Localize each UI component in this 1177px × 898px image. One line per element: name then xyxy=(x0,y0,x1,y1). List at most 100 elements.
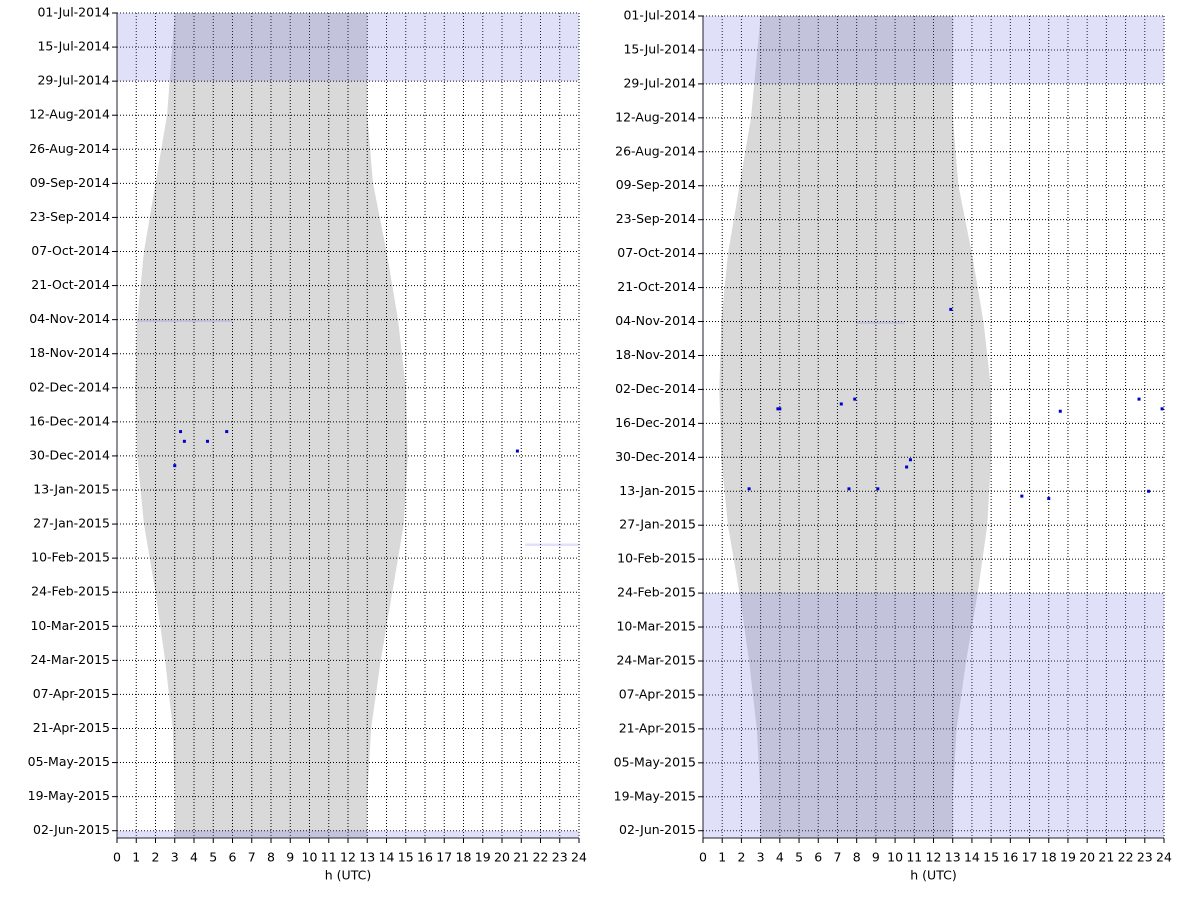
x-tick-label: 8 xyxy=(267,850,275,865)
point xyxy=(515,449,519,453)
x-tick-label: 20 xyxy=(494,850,510,865)
y-tick-label: 21-Oct-2014 xyxy=(31,277,110,292)
y-tick-label: 13-Jan-2015 xyxy=(33,481,110,496)
y-tick-label: 19-May-2015 xyxy=(614,788,696,803)
y-tick-label: 10-Feb-2015 xyxy=(31,550,110,565)
x-tick-label: 9 xyxy=(872,850,880,865)
x-tick-label: 11 xyxy=(321,850,337,865)
y-tick-label: 23-Sep-2014 xyxy=(616,211,696,226)
y-tick-label: 19-May-2015 xyxy=(28,788,110,803)
y-tick-label: 24-Feb-2015 xyxy=(31,584,110,599)
y-tick-label: 15-Jul-2014 xyxy=(623,41,696,56)
x-tick-label: 23 xyxy=(552,850,568,865)
y-tick-label: 23-Sep-2014 xyxy=(30,209,110,224)
highlight-span xyxy=(703,16,1164,84)
x-tick-label: 15 xyxy=(398,850,414,865)
y-tick-label: 26-Aug-2014 xyxy=(615,143,696,158)
x-tick-label: 24 xyxy=(1156,850,1172,865)
y-tick-label: 07-Apr-2015 xyxy=(619,686,696,701)
highlight-span xyxy=(856,321,905,324)
x-tick-label: 7 xyxy=(248,850,256,865)
y-tick-label: 09-Sep-2014 xyxy=(30,175,110,190)
x-tick-label: 10 xyxy=(887,850,903,865)
point xyxy=(182,439,186,443)
y-tick-label: 07-Oct-2014 xyxy=(617,245,696,260)
x-tick-label: 11 xyxy=(906,850,922,865)
point xyxy=(876,487,880,491)
x-tick-label: 16 xyxy=(417,850,433,865)
point xyxy=(1058,409,1062,413)
point xyxy=(778,407,782,411)
y-tick-label: 18-Nov-2014 xyxy=(29,345,110,360)
y-tick-label: 24-Mar-2015 xyxy=(616,652,696,667)
x-tick-label: 19 xyxy=(1060,850,1076,865)
y-tick-label: 15-Jul-2014 xyxy=(37,39,110,54)
y-tick-label: 02-Dec-2014 xyxy=(615,381,696,396)
point xyxy=(205,439,209,443)
point xyxy=(1137,397,1141,401)
y-tick-label: 24-Feb-2015 xyxy=(617,585,696,600)
x-tick-label: 8 xyxy=(853,850,861,865)
x-tick-label: 15 xyxy=(983,850,999,865)
x-tick-label: 21 xyxy=(513,850,529,865)
y-tick-label: 21-Oct-2014 xyxy=(617,279,696,294)
daylight-band xyxy=(719,16,992,838)
y-tick-label: 16-Dec-2014 xyxy=(615,415,696,430)
x-tick-label: 7 xyxy=(833,850,841,865)
x-tick-label: 0 xyxy=(113,850,121,865)
point xyxy=(747,487,751,491)
x-tick-label: 18 xyxy=(456,850,472,865)
y-tick-label: 05-May-2015 xyxy=(614,754,696,769)
x-tick-label: 21 xyxy=(1098,850,1114,865)
y-tick-label: 18-Nov-2014 xyxy=(615,347,696,362)
point xyxy=(1147,489,1151,493)
y-tick-label: 24-Mar-2015 xyxy=(30,652,110,667)
x-tick-label: 17 xyxy=(1022,850,1038,865)
y-tick-label: 13-Jan-2015 xyxy=(619,483,696,498)
x-tick-label: 1 xyxy=(718,850,726,865)
x-tick-label: 13 xyxy=(359,850,375,865)
x-tick-label: 6 xyxy=(229,850,237,865)
x-tick-label: 20 xyxy=(1079,850,1095,865)
y-tick-label: 26-Aug-2014 xyxy=(29,141,110,156)
highlight-span xyxy=(703,593,1164,838)
x-tick-label: 14 xyxy=(379,850,395,865)
y-tick-label: 30-Dec-2014 xyxy=(615,449,696,464)
x-axis-label: h (UTC) xyxy=(910,868,956,883)
y-tick-label: 01-Jul-2014 xyxy=(623,8,696,23)
y-tick-label: 02-Dec-2014 xyxy=(29,379,110,394)
x-tick-label: 12 xyxy=(340,850,356,865)
point xyxy=(776,407,780,411)
highlight-span xyxy=(117,830,579,838)
x-tick-label: 17 xyxy=(436,850,452,865)
point xyxy=(847,487,851,491)
y-tick-label: 02-Jun-2015 xyxy=(619,822,696,837)
y-tick-label: 10-Feb-2015 xyxy=(617,551,696,566)
y-tick-label: 01-Jul-2014 xyxy=(37,5,110,20)
point xyxy=(853,397,857,401)
point xyxy=(908,458,912,462)
point xyxy=(949,307,953,311)
x-tick-label: 22 xyxy=(1118,850,1134,865)
y-tick-label: 07-Oct-2014 xyxy=(31,243,110,258)
point xyxy=(1047,497,1051,501)
y-tick-label: 05-May-2015 xyxy=(28,754,110,769)
y-tick-label: 21-Apr-2015 xyxy=(619,720,696,735)
y-tick-label: 07-Apr-2015 xyxy=(33,686,110,701)
x-tick-label: 6 xyxy=(814,850,822,865)
x-tick-label: 5 xyxy=(209,850,217,865)
daylight-band xyxy=(135,13,408,838)
x-tick-label: 2 xyxy=(152,850,160,865)
y-tick-label: 10-Mar-2015 xyxy=(30,618,110,633)
x-tick-label: 19 xyxy=(475,850,491,865)
x-tick-label: 1 xyxy=(132,850,140,865)
x-tick-label: 13 xyxy=(945,850,961,865)
highlight-span xyxy=(525,543,579,546)
x-tick-label: 14 xyxy=(964,850,980,865)
point xyxy=(839,402,843,406)
x-tick-label: 9 xyxy=(286,850,294,865)
x-tick-label: 10 xyxy=(302,850,318,865)
y-tick-label: 12-Aug-2014 xyxy=(29,107,110,122)
y-tick-label: 10-Mar-2015 xyxy=(616,619,696,634)
